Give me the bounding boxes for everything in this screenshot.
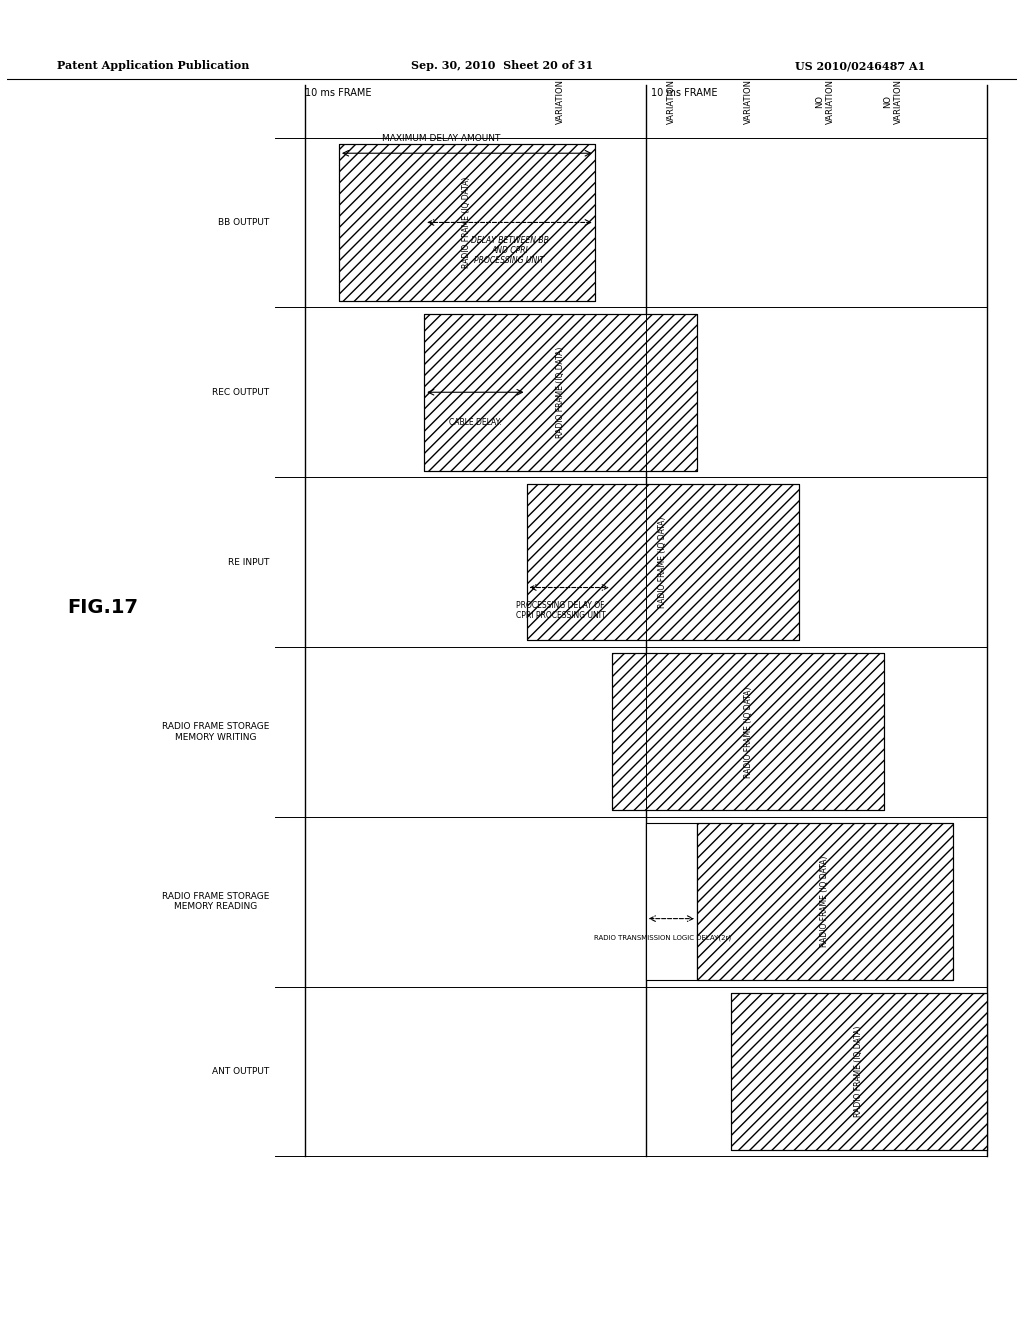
FancyBboxPatch shape [646,824,697,979]
FancyBboxPatch shape [731,993,987,1150]
Text: RADIO FRAME (IQ DATA): RADIO FRAME (IQ DATA) [743,686,753,777]
Text: CABLE DELAY:: CABLE DELAY: [449,418,502,428]
Text: Patent Application Publication: Patent Application Publication [57,61,250,71]
Text: RE INPUT: RE INPUT [228,557,269,566]
Text: FIG.17: FIG.17 [68,598,138,618]
Text: US 2010/0246487 A1: US 2010/0246487 A1 [795,61,925,71]
FancyBboxPatch shape [424,314,697,471]
FancyBboxPatch shape [697,824,952,979]
Text: 10 ms FRAME: 10 ms FRAME [305,88,372,99]
Text: RADIO TRANSMISSION LOGIC DELAY(2r): RADIO TRANSMISSION LOGIC DELAY(2r) [594,935,731,941]
Text: VARIATION: VARIATION [743,79,753,124]
Text: RADIO FRAME (IQ DATA): RADIO FRAME (IQ DATA) [854,1026,863,1117]
Text: RADIO FRAME STORAGE
MEMORY READING: RADIO FRAME STORAGE MEMORY READING [162,892,269,911]
Text: RADIO FRAME (IQ DATA): RADIO FRAME (IQ DATA) [463,177,471,268]
Text: DELAY BETWEEN BB
AND CPRI
PROCESSING UNIT: DELAY BETWEEN BB AND CPRI PROCESSING UNI… [471,235,549,265]
Text: RADIO FRAME (IQ DATA): RADIO FRAME (IQ DATA) [658,516,668,607]
Text: 10 ms FRAME: 10 ms FRAME [651,88,718,99]
Text: Sep. 30, 2010  Sheet 20 of 31: Sep. 30, 2010 Sheet 20 of 31 [411,61,593,71]
Text: PROCESSING DELAY OF
CPRI PROCESSING UNIT: PROCESSING DELAY OF CPRI PROCESSING UNIT [516,601,605,620]
Text: RADIO FRAME STORAGE
MEMORY WRITING: RADIO FRAME STORAGE MEMORY WRITING [162,722,269,742]
Text: ANT OUTPUT: ANT OUTPUT [212,1067,269,1076]
Text: RADIO FRAME (IQ DATA): RADIO FRAME (IQ DATA) [820,855,829,948]
Text: VARIATION: VARIATION [667,79,676,124]
Text: MAXIMUM DELAY AMOUNT: MAXIMUM DELAY AMOUNT [382,133,501,143]
FancyBboxPatch shape [611,653,885,810]
Text: REC OUTPUT: REC OUTPUT [212,388,269,397]
FancyBboxPatch shape [526,483,800,640]
Text: NO
VARIATION: NO VARIATION [884,79,903,124]
Text: NO
VARIATION: NO VARIATION [815,79,835,124]
FancyBboxPatch shape [339,144,595,301]
Text: VARIATION: VARIATION [556,79,565,124]
Text: BB OUTPUT: BB OUTPUT [218,218,269,227]
Text: RADIO FRAME (IQ DATA): RADIO FRAME (IQ DATA) [556,347,565,438]
